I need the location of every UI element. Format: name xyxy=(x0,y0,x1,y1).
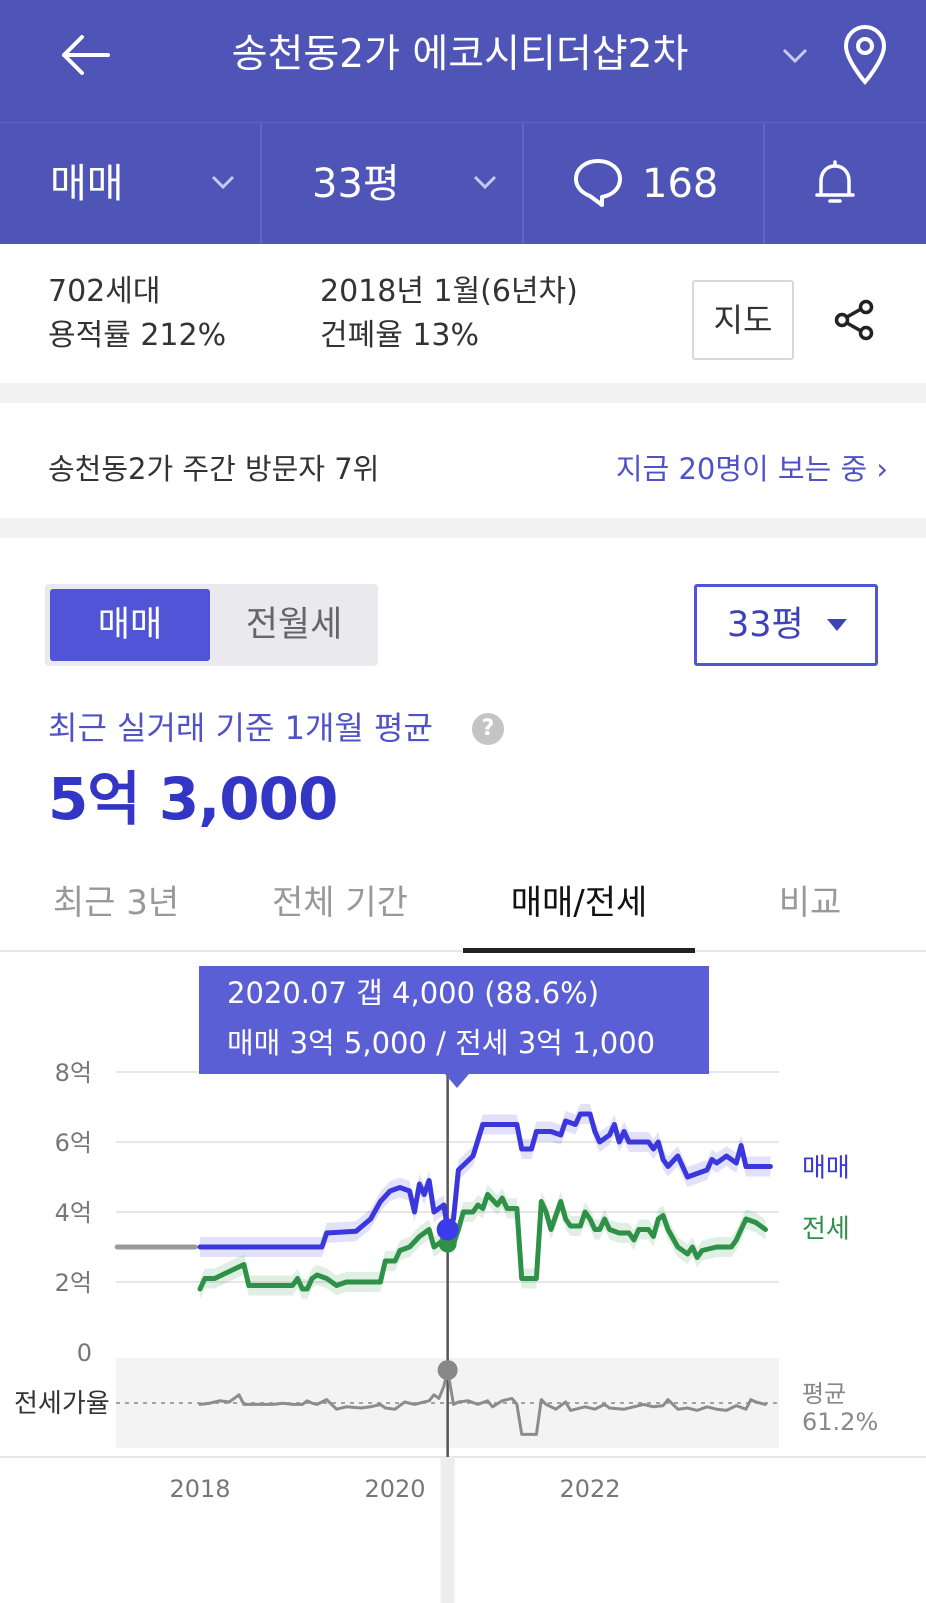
comment-count: 168 xyxy=(642,161,719,207)
share-icon[interactable] xyxy=(832,298,876,342)
help-icon[interactable]: ? xyxy=(472,713,504,745)
tooltip-line-2: 매매 3억 5,000 / 전세 3억 1,000 xyxy=(227,1026,656,1060)
location-pin-icon[interactable] xyxy=(840,24,890,86)
divider xyxy=(0,383,926,403)
tab-recent-3y[interactable]: 최근 3년 xyxy=(52,883,180,923)
now-viewing-link[interactable]: 지금 20명이 보는 중 › xyxy=(615,452,888,486)
y-tick-label: 6억 xyxy=(55,1129,92,1157)
caret-down-icon xyxy=(827,619,847,631)
alarm-button[interactable] xyxy=(765,123,926,245)
tooltip-line-1: 2020.07 갭 4,000 (88.6%) xyxy=(227,976,600,1010)
y-tick-label: 0 xyxy=(77,1339,92,1367)
trade-type-select[interactable]: 매매 xyxy=(0,123,262,245)
series-line-0 xyxy=(197,1111,773,1250)
chart-tooltip: 2020.07 갭 4,000 (88.6%) 매매 3억 5,000 / 전세… xyxy=(199,966,709,1074)
ratio-average-label: 평균 xyxy=(802,1380,846,1408)
tooltip-arrow xyxy=(445,1074,469,1088)
filter-bar: 매매 33평 168 xyxy=(0,122,926,245)
x-tick-label: 2022 xyxy=(559,1475,620,1503)
trade-type-label: 매매 xyxy=(50,161,124,207)
visitor-banner[interactable]: 송천동2가 주간 방문자 7위 지금 20명이 보는 중 › xyxy=(0,410,926,530)
chevron-down-icon[interactable] xyxy=(780,40,810,70)
chevron-down-icon xyxy=(473,175,497,190)
cursor-dot-sale xyxy=(436,1218,459,1241)
app-header: 송천동2가 에코시티더샵2차 xyxy=(0,0,926,122)
tab-sale-jeonse[interactable]: 매매/전세 xyxy=(510,883,648,923)
page-title[interactable]: 송천동2가 에코시티더샵2차 xyxy=(231,32,689,77)
tab-compare[interactable]: 비교 xyxy=(778,883,842,923)
segment-sale[interactable]: 매매 xyxy=(50,589,210,661)
price-type-toggle: 매매 전월세 xyxy=(45,584,378,666)
divider xyxy=(0,518,926,538)
ratio-axis-label: 전세가율 xyxy=(14,1389,110,1419)
average-price: 5억 3,000 xyxy=(48,765,338,833)
chart-tabs: 최근 3년 전체 기간 매매/전세 비교 xyxy=(0,870,926,953)
y-tick-label: 4억 xyxy=(55,1199,92,1227)
active-tab-indicator xyxy=(463,948,695,953)
average-label: 최근 실거래 기준 1개월 평균 xyxy=(48,709,433,747)
size-select-value: 33평 xyxy=(727,605,804,645)
visitor-rank: 송천동2가 주간 방문자 7위 xyxy=(48,452,380,486)
series-line-1 xyxy=(197,1192,768,1292)
series-label-jeonse: 전세 xyxy=(802,1215,850,1245)
cursor-dot-ratio xyxy=(437,1360,458,1381)
x-tick-label: 2020 xyxy=(364,1475,425,1503)
cursor-band xyxy=(440,1457,455,1603)
map-button[interactable]: 지도 xyxy=(692,280,794,360)
series-line-2 xyxy=(198,1368,767,1436)
size-select[interactable]: 33평 xyxy=(694,584,878,666)
ratio-average-value: 61.2% xyxy=(802,1408,878,1436)
comments-button[interactable]: 168 xyxy=(524,123,765,245)
coverage-ratio: 건폐율 13% xyxy=(320,318,480,353)
bell-icon xyxy=(815,160,855,203)
x-tick-label: 2018 xyxy=(169,1475,230,1503)
arrow-left-icon[interactable] xyxy=(56,30,116,80)
series-label-sale: 매매 xyxy=(802,1154,850,1184)
y-tick-label: 2억 xyxy=(55,1269,92,1297)
area-label: 33평 xyxy=(312,161,400,207)
tab-all-period[interactable]: 전체 기간 xyxy=(272,883,408,923)
speech-bubble-icon xyxy=(574,159,622,207)
segment-rent[interactable]: 전월세 xyxy=(245,605,343,645)
households: 702세대 xyxy=(48,274,161,309)
built-date: 2018년 1월(6년차) xyxy=(320,274,578,309)
floor-area-ratio: 용적률 212% xyxy=(48,318,227,353)
chevron-down-icon xyxy=(211,175,235,190)
area-select[interactable]: 33평 xyxy=(262,123,524,245)
y-tick-label: 8억 xyxy=(55,1059,92,1087)
